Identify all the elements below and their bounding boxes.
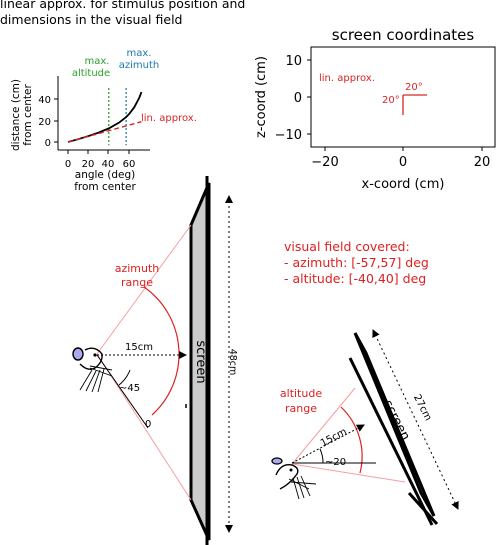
altitude-diagram: screen 27cm altitude range 15cm ~20 (271, 329, 459, 526)
y-tick-label: 0 (294, 91, 302, 106)
whisker (79, 369, 93, 391)
zero-label: 0 (145, 419, 151, 430)
left-plot-ylabel: from center (22, 84, 34, 146)
caption-line-2: dimensions in the visual field (0, 12, 183, 27)
left-plot-xlabel: angle (deg) (75, 169, 135, 181)
y-tick-label: 40 (38, 95, 51, 106)
whisker (292, 477, 300, 500)
angle-label-horizontal: 20° (405, 82, 423, 93)
altitude-range-label: altitude (280, 387, 322, 400)
x-tick-label: 60 (123, 159, 136, 170)
mouse-eye (289, 468, 293, 472)
mouse-head (275, 464, 299, 490)
field-info-azimuth: - azimuth: [-57,57] deg (284, 255, 429, 270)
azimuth-range-label: range (121, 276, 153, 289)
max-altitude-label: altitude (72, 68, 110, 79)
mouse-eye (93, 353, 97, 357)
whisker (91, 369, 101, 393)
azimuth-diagram: screen 48cm azimuth range 15cm ~45 0 (72, 176, 238, 545)
whisker (89, 367, 113, 377)
angle-label: ~45 (119, 383, 140, 394)
field-info-altitude: - altitude: [-40,40] deg (284, 271, 426, 286)
angle-label-vertical: 20° (382, 95, 400, 106)
angle-ray (96, 354, 149, 429)
whisker (89, 365, 113, 371)
mouse-ear (271, 457, 283, 465)
max-altitude-label: max. (85, 56, 110, 67)
field-edge-line (96, 353, 192, 501)
angle-label: ~20 (325, 457, 346, 468)
distance-label: 15cm (125, 342, 153, 353)
left-plot-ylabel: distance (cm) (10, 79, 22, 151)
altitude-range-label: range (285, 402, 317, 415)
x-tick-label: 20 (82, 159, 95, 170)
y-tick-label: −10 (275, 128, 302, 143)
field-info-title: visual field covered: (284, 239, 410, 254)
screen-edge (348, 357, 434, 526)
field-edge-line (291, 387, 356, 465)
x-tick-label: 20 (474, 155, 491, 170)
lin-approx-label: lin. approx. (319, 73, 375, 84)
azimuth-range-arc (143, 286, 180, 416)
mouse-head (79, 347, 103, 371)
y-tick-label: 20 (38, 117, 51, 128)
right-plot-xlabel: x-coord (cm) (362, 177, 445, 192)
x-tick-label: 0 (399, 155, 407, 170)
distance-arrow (291, 424, 365, 464)
mouse-ear (72, 347, 84, 361)
distance-vs-angle-plot: 0 20 40 60 0 20 40 angle (deg) from cent… (10, 48, 197, 193)
max-azimuth-label: max. (127, 48, 152, 59)
screen-size-arrow (372, 329, 459, 510)
linear-approx-line (67, 121, 142, 143)
distance-label: 15cm (319, 426, 349, 449)
right-plot-title: screen coordinates (332, 26, 475, 44)
left-plot-ticks (54, 98, 130, 154)
screen-coordinates-plot: screen coordinates −20 0 20 10 0 −10 x-c… (254, 26, 496, 192)
screen-size-label: 27cm (411, 393, 433, 423)
visual-field-info: visual field covered: - azimuth: [-57,57… (284, 239, 429, 286)
x-tick-label: 0 (65, 159, 71, 170)
screen-label: screen (380, 398, 413, 443)
azimuth-range-label: azimuth (115, 262, 160, 275)
max-azimuth-label: azimuth (119, 60, 160, 71)
left-plot-xlabel: from center (74, 181, 136, 193)
angle-arc (118, 369, 131, 386)
mouse-top-view (72, 347, 113, 393)
caption-line-1: linear approx. for stimulus position and (0, 0, 246, 11)
y-tick-label: 10 (285, 54, 302, 69)
x-tick-label: 40 (102, 159, 115, 170)
lin-approx-label: lin. approx. (141, 113, 197, 124)
distance-curve (67, 91, 143, 143)
whisker (85, 370, 97, 392)
field-edge-line (96, 224, 192, 355)
whisker (296, 476, 305, 499)
whisker (290, 481, 317, 485)
right-plot-ylabel: z-coord (cm) (254, 56, 269, 138)
y-tick-label: 0 (45, 138, 51, 149)
screen-label: screen (193, 340, 208, 383)
angle-arc (319, 448, 324, 464)
field-edge-line (291, 463, 406, 483)
whisker (300, 475, 311, 497)
x-tick-label: −20 (311, 155, 338, 170)
left-plot-series (67, 88, 143, 146)
altitude-range-arc (340, 406, 363, 474)
screen-size-label: 48cm (227, 349, 238, 376)
mouse-side-view (271, 457, 317, 500)
screen-top-view (189, 182, 211, 541)
